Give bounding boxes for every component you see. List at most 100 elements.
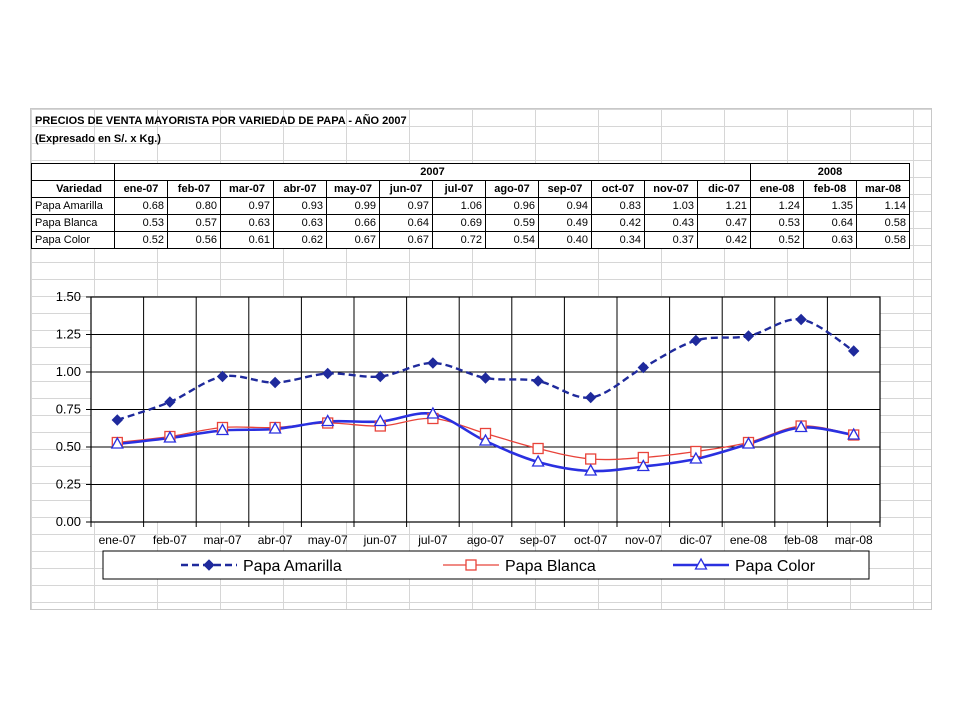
row-label: Papa Amarilla [31,197,115,215]
data-point [847,427,861,440]
data-point [479,372,492,384]
table-cell: 0.94 [538,197,592,215]
table-cell: 0.69 [432,214,486,232]
table-cell: 0.52 [750,231,804,249]
year-2007-header: 2007 [114,163,751,181]
x-tick-label: sep-07 [520,533,557,547]
table-cell: 0.62 [273,231,327,249]
table-row: Papa Amarilla 0.68 0.80 0.97 0.93 0.99 0.97 1.0… [31,197,910,215]
legend-marker [694,557,708,570]
spreadsheet: PRECIOS DE VENTA MAYORISTA POR VARIEDAD … [30,108,932,610]
table-cell: 0.63 [273,214,327,232]
y-tick-label: 0.75 [56,402,81,417]
year-2008-header: 2008 [750,163,910,181]
table-corner-cell [31,163,115,181]
x-tick-label: abr-07 [258,533,293,547]
y-tick-label: 1.50 [56,289,81,304]
row-label: Papa Color [31,231,115,249]
y-tick-label: 0.25 [56,477,81,492]
data-point [374,370,387,383]
line-chart: 0.00 0.25 0.50 0.75 1.00 1.25 1.50 ene-07 feb-07… [56,289,881,580]
x-tick-label: ene-07 [99,533,137,547]
x-tick-label: dic-07 [680,533,713,547]
data-point [532,375,544,387]
table-cell: 0.68 [114,197,168,215]
data-point [584,391,597,404]
x-tick-label: mar-07 [203,533,241,547]
y-tick-label: 0.00 [56,514,81,529]
month-header: ago-07 [485,180,539,198]
table-header-row: Variedad ene-07 feb-07 mar-07 abr-07 may-07 j… [31,180,910,198]
data-point [585,453,597,465]
month-header: feb-07 [167,180,221,198]
table-cell: 0.49 [538,214,592,232]
x-tick-label: jun-07 [363,533,398,547]
data-point [636,459,650,472]
table-cell: 0.52 [114,231,168,249]
data-point [532,442,544,455]
table-cell: 0.53 [750,214,804,232]
month-header: oct-07 [591,180,645,198]
y-tick-label: 1.00 [56,364,81,379]
table-row: Papa Blanca 0.53 0.57 0.63 0.63 0.66 0.64 0.69 0… [31,214,910,232]
legend-marker [465,559,477,571]
table-row: Papa Color 0.52 0.56 0.61 0.62 0.67 0.67 0.72 0.… [31,231,910,249]
table-cell: 0.72 [432,231,486,249]
table-cell: 0.54 [485,231,539,249]
data-point [637,361,650,374]
price-table: 2007 2008 Variedad ene-07 feb-07 mar-07 abr… [31,163,910,249]
variedad-header: Variedad [31,180,115,198]
month-header: feb-08 [803,180,857,198]
data-point [215,423,230,436]
table-cell: 0.56 [167,231,221,249]
data-point [690,334,702,347]
table-cell: 0.67 [379,231,433,249]
x-tick-label: feb-07 [153,533,187,547]
table-cell: 0.67 [326,231,380,249]
data-point [742,330,755,342]
row-label: Papa Blanca [31,214,115,232]
table-cell: 1.06 [432,197,486,215]
data-point [794,420,808,433]
data-point [427,357,439,369]
month-header: mar-08 [856,180,910,198]
month-header: ene-07 [114,180,168,198]
data-point [110,436,124,449]
data-point [689,451,703,464]
month-header: ene-08 [750,180,804,198]
y-tick-label: 1.25 [56,327,81,342]
table-cell: 0.57 [167,214,221,232]
x-tick-label: may-07 [308,533,348,547]
table-cell: 0.47 [697,214,751,232]
x-tick-label: feb-08 [784,533,818,547]
data-point [216,370,229,383]
data-point [269,376,281,389]
table-cell: 0.64 [379,214,433,232]
data-point [164,396,176,408]
data-point [584,463,598,476]
data-point [795,313,807,326]
data-point [741,436,756,449]
table-cell: 0.40 [538,231,592,249]
table-cell: 0.64 [803,214,857,232]
table-cell: 0.93 [273,197,327,215]
table-cell: 0.53 [114,214,168,232]
data-point [373,414,387,427]
data-point [426,406,440,419]
table-cell: 0.61 [220,231,274,249]
legend-marker [203,559,215,571]
month-header: jun-07 [379,180,433,198]
legend-label: Papa Blanca [505,558,596,575]
plot-border [90,296,881,523]
table-cell: 0.63 [220,214,274,232]
month-header: jul-07 [432,180,486,198]
sheet-title: PRECIOS DE VENTA MAYORISTA POR VARIEDAD … [35,115,407,127]
table-cell: 0.43 [644,214,698,232]
table-cell: 0.37 [644,231,698,249]
x-tick-label: ago-07 [467,533,505,547]
data-point [321,414,335,427]
month-header: dic-07 [697,180,751,198]
table-cell: 0.96 [485,197,539,215]
table-cell: 0.83 [591,197,645,215]
legend-label: Papa Color [735,558,816,575]
